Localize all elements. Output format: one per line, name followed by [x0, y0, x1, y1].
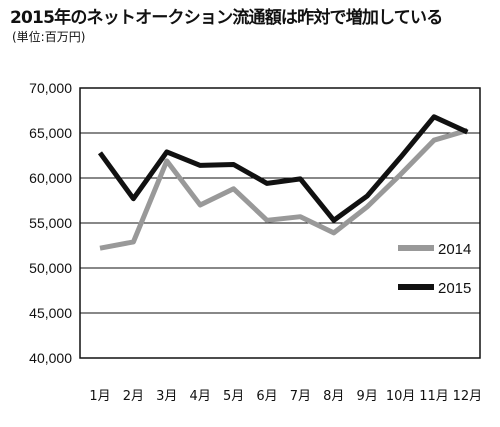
- x-tick-label-2: 2月: [123, 389, 144, 404]
- x-tick-label-5: 5月: [223, 389, 244, 404]
- x-tick-label-3: 3月: [156, 389, 177, 404]
- y-tick-label-60000: 60,000: [29, 170, 72, 186]
- y-tick-label-50000: 50,000: [29, 260, 72, 276]
- x-tick-label-6: 6月: [256, 389, 277, 404]
- y-tick-label-65000: 65,000: [29, 125, 72, 141]
- x-tick-label-1: 1月: [89, 389, 110, 404]
- chart-title: 2015年のネットオークション流通額は昨対で増加している: [10, 8, 443, 28]
- series-line-2014: [99, 127, 469, 251]
- x-tick-label-7: 7月: [290, 389, 311, 404]
- series-line-2015: [97, 114, 469, 223]
- y-tick-label-70000: 70,000: [29, 80, 72, 96]
- y-tick-label-55000: 55,000: [29, 215, 72, 231]
- x-tick-label-10: 10月: [386, 389, 416, 404]
- x-tick-label-9: 9月: [357, 389, 378, 404]
- chart-unit-label: (単位:百万円): [12, 30, 86, 44]
- legend-label-2014: 2014: [438, 241, 471, 258]
- x-tick-label-12: 12月: [453, 389, 483, 404]
- legend-label-2015: 2015: [438, 280, 471, 297]
- x-tick-label-4: 4月: [190, 389, 211, 404]
- y-tick-label-40000: 40,000: [29, 350, 72, 366]
- y-tick-label-45000: 45,000: [29, 305, 72, 321]
- x-tick-label-8: 8月: [323, 389, 344, 404]
- x-tick-label-11: 11月: [419, 389, 449, 404]
